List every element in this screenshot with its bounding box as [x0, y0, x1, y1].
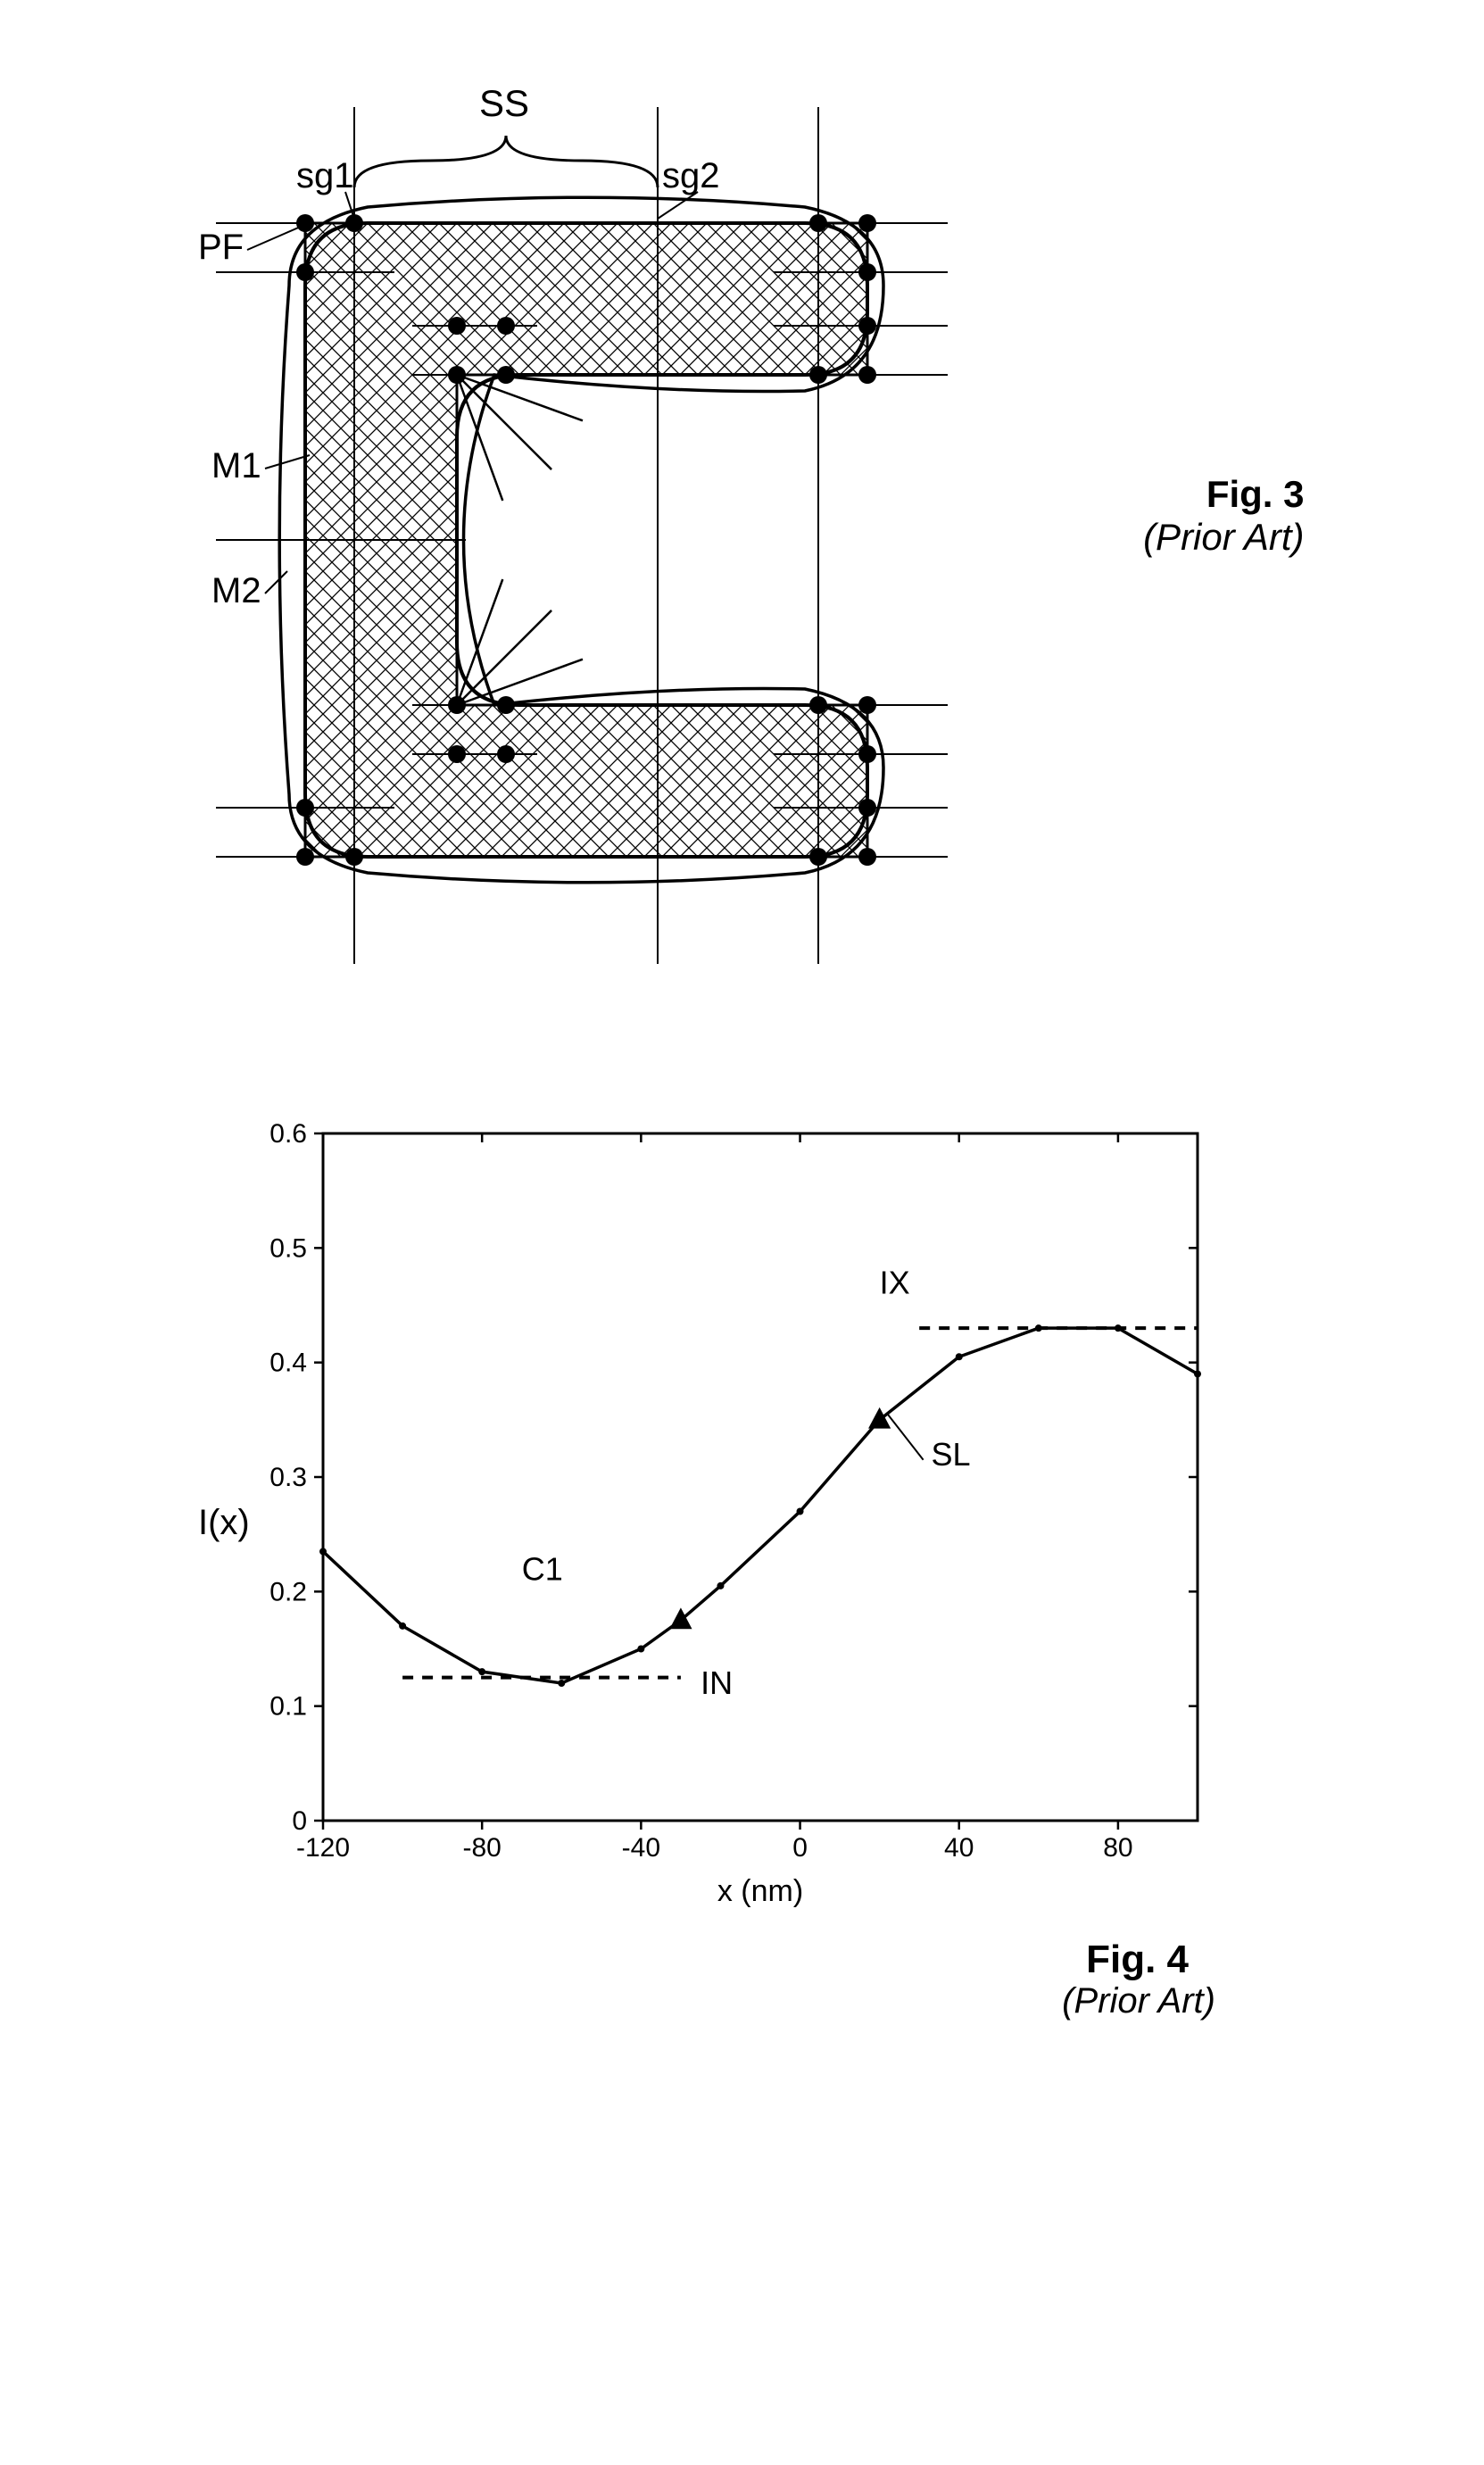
svg-text:0.6: 0.6 — [269, 1119, 307, 1149]
svg-text:80: 80 — [1103, 1833, 1132, 1863]
svg-text:0: 0 — [292, 1806, 307, 1836]
svg-text:PF: PF — [198, 228, 244, 267]
svg-text:0.4: 0.4 — [269, 1349, 307, 1378]
svg-text:sg2: sg2 — [662, 156, 720, 195]
svg-text:0: 0 — [792, 1833, 808, 1863]
svg-text:0.3: 0.3 — [269, 1463, 307, 1492]
svg-text:sg1: sg1 — [296, 156, 354, 195]
svg-text:0.5: 0.5 — [269, 1233, 307, 1263]
svg-text:-80: -80 — [462, 1833, 501, 1863]
svg-text:Fig. 4: Fig. 4 — [1086, 1938, 1189, 1981]
svg-text:0.2: 0.2 — [269, 1577, 307, 1606]
fig4-svg: 0 0.1 0.2 0.3 0.4 0.5 0.6 -120 -80 -40 0 40 80 I(x) x … — [162, 1089, 1322, 2026]
figure-4: 0 0.1 0.2 0.3 0.4 0.5 0.6 -120 -80 -40 0 40 80 I(x) x … — [162, 1089, 1322, 2026]
svg-text:SS: SS — [479, 82, 529, 124]
svg-text:0.1: 0.1 — [269, 1692, 307, 1722]
svg-text:IN: IN — [701, 1664, 733, 1701]
fig3-subtitle: (Prior Art) — [1143, 516, 1304, 559]
svg-text:C1: C1 — [521, 1551, 562, 1588]
svg-text:IX: IX — [879, 1265, 909, 1301]
svg-text:-120: -120 — [295, 1833, 349, 1863]
svg-text:(Prior Art): (Prior Art) — [1062, 1981, 1215, 2021]
svg-text:x (nm): x (nm) — [717, 1874, 802, 1908]
svg-text:M1: M1 — [211, 446, 261, 486]
svg-text:40: 40 — [944, 1833, 974, 1863]
svg-text:SL: SL — [931, 1436, 970, 1473]
figure-3: SS sg1 sg2 PF M1 M2 Fig. 3 (Prior Art) — [162, 36, 1322, 1017]
svg-text:M2: M2 — [211, 571, 261, 610]
fig3-number: Fig. 3 — [1143, 473, 1304, 516]
svg-text:I(x): I(x) — [198, 1503, 250, 1542]
svg-text:-40: -40 — [621, 1833, 659, 1863]
